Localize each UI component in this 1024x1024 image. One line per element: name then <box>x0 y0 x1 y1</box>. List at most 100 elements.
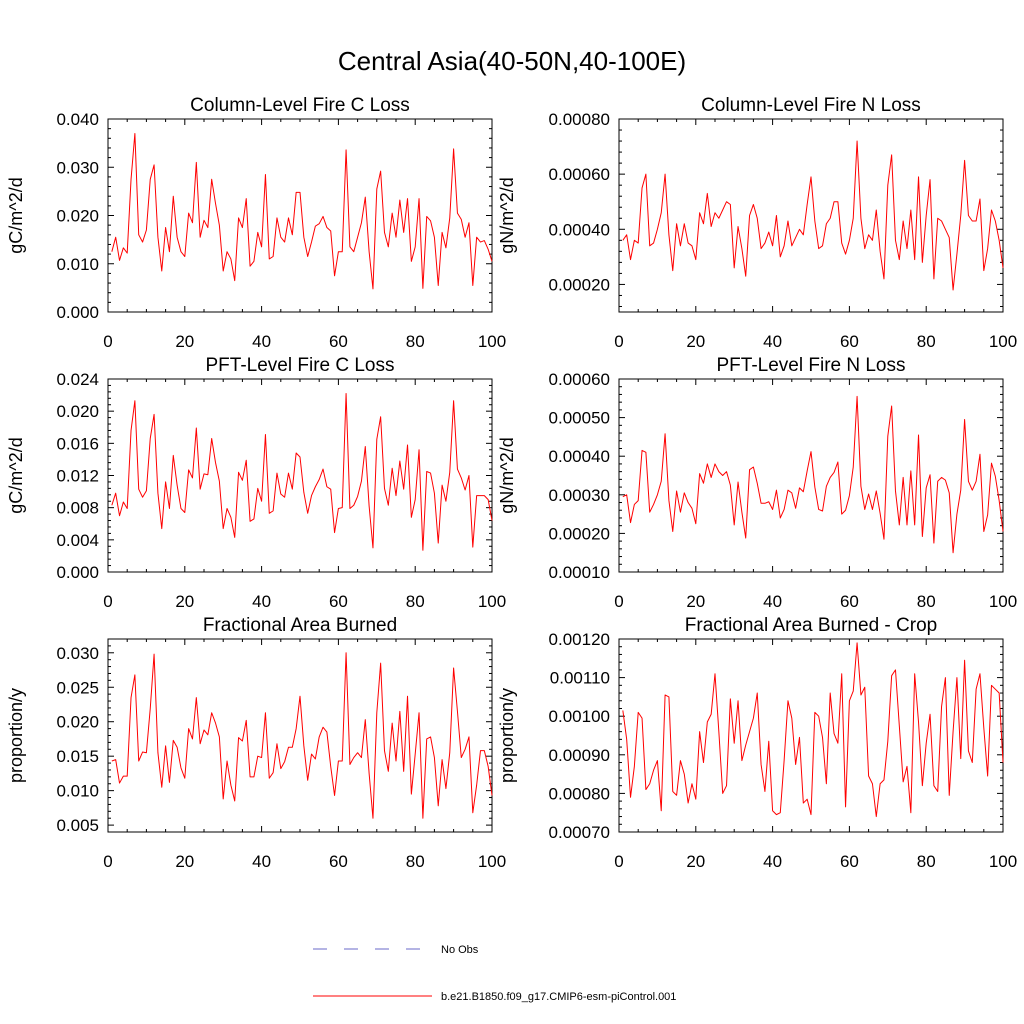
panel-5: 0 20 40 60 80 100 0.005 0.010 0.015 0.020 0.025 0.0… <box>6 615 506 871</box>
y-tick-label: 0.012 <box>56 467 99 486</box>
x-tick-label: 80 <box>406 852 425 871</box>
x-tick-label: 100 <box>478 852 506 871</box>
series-line <box>622 395 1004 554</box>
y-axis-label: gC/m^2/d <box>6 177 26 253</box>
x-tick-label: 40 <box>763 592 782 611</box>
panel-title: Column-Level Fire N Loss <box>701 95 921 116</box>
y-tick-label: 0.00050 <box>549 409 610 428</box>
series-line <box>111 392 493 551</box>
panel-title: Column-Level Fire C Loss <box>190 95 410 116</box>
x-tick-label: 0 <box>614 332 623 351</box>
x-tick-label: 100 <box>478 332 506 351</box>
y-axis-label: gC/m^2/d <box>6 437 26 513</box>
x-tick-label: 100 <box>478 592 506 611</box>
y-tick-label: 0.008 <box>56 499 99 518</box>
x-tick-label: 100 <box>989 592 1017 611</box>
y-axis-label: proportion/y <box>497 688 517 783</box>
y-tick-label: 0.00040 <box>549 220 610 239</box>
y-axis-label: gN/m^2/d <box>497 177 517 253</box>
series-line <box>111 652 493 819</box>
panel-title: Fractional Area Burned - Crop <box>685 615 937 636</box>
panel-title: PFT-Level Fire N Loss <box>717 355 906 376</box>
y-tick-label: 0.020 <box>56 713 99 732</box>
y-tick-label: 0.015 <box>56 747 99 766</box>
x-tick-label: 0 <box>614 592 623 611</box>
panel-3: 0 20 40 60 80 100 0.000 0.004 0.008 0.012 0.016 0.0… <box>6 355 506 611</box>
x-tick-label: 60 <box>329 592 348 611</box>
y-tick-label: 0.00020 <box>549 275 610 294</box>
y-tick-label: 0.004 <box>56 531 99 550</box>
x-tick-label: 40 <box>763 852 782 871</box>
y-tick-label: 0.040 <box>56 110 99 129</box>
x-tick-label: 40 <box>252 332 271 351</box>
y-tick-label: 0.00080 <box>549 784 610 803</box>
x-tick-label: 20 <box>686 852 705 871</box>
y-tick-label: 0.016 <box>56 434 99 453</box>
x-tick-label: 60 <box>840 332 859 351</box>
x-tick-label: 20 <box>686 592 705 611</box>
y-tick-label: 0.00010 <box>549 563 610 582</box>
x-tick-label: 80 <box>917 852 936 871</box>
y-tick-label: 0.00070 <box>549 823 610 842</box>
panel-title: Fractional Area Burned <box>203 615 397 636</box>
x-tick-label: 60 <box>329 332 348 351</box>
y-tick-label: 0.000 <box>56 303 99 322</box>
x-tick-label: 20 <box>175 332 194 351</box>
y-tick-label: 0.010 <box>56 255 99 274</box>
y-tick-label: 0.00100 <box>549 707 610 726</box>
x-tick-label: 0 <box>103 592 112 611</box>
legend-model-label: b.e21.B1850.f09_g17.CMIP6-esm-piControl.… <box>441 991 676 1003</box>
panels: 0 20 40 60 80 100 0.000 0.010 0.020 0.030 0.040 Col… <box>6 95 1017 871</box>
y-tick-label: 0.005 <box>56 816 99 835</box>
x-tick-label: 80 <box>406 332 425 351</box>
y-tick-label: 0.00030 <box>549 486 610 505</box>
x-tick-label: 20 <box>175 592 194 611</box>
y-tick-label: 0.030 <box>56 158 99 177</box>
y-axis-label: gN/m^2/d <box>497 437 517 513</box>
y-tick-label: 0.00020 <box>549 524 610 543</box>
x-tick-label: 100 <box>989 332 1017 351</box>
y-tick-label: 0.00120 <box>549 630 610 649</box>
y-tick-label: 0.025 <box>56 678 99 697</box>
x-tick-label: 0 <box>103 852 112 871</box>
panel-title: PFT-Level Fire C Loss <box>206 355 395 376</box>
x-tick-label: 60 <box>840 852 859 871</box>
panel-4: 0 20 40 60 80 100 0.00010 0.00020 0.00030 0.00040… <box>497 355 1017 611</box>
panel-6: 0 20 40 60 80 100 0.00070 0.00080 0.00090 0.00100… <box>497 615 1017 871</box>
panel-2: 0 20 40 60 80 100 0.00020 0.00040 0.00060 0.00080… <box>497 95 1017 351</box>
legend-no-obs-label: No Obs <box>441 944 479 956</box>
x-tick-label: 20 <box>175 852 194 871</box>
x-tick-label: 60 <box>840 592 859 611</box>
x-tick-label: 40 <box>252 592 271 611</box>
series-line <box>622 140 1004 291</box>
series-line <box>111 132 493 290</box>
y-tick-label: 0.00090 <box>549 746 610 765</box>
figure-title: Central Asia(40-50N,40-100E) <box>338 46 686 76</box>
y-tick-label: 0.020 <box>56 207 99 226</box>
x-tick-label: 20 <box>686 332 705 351</box>
x-tick-label: 80 <box>917 332 936 351</box>
y-tick-label: 0.030 <box>56 644 99 663</box>
x-tick-label: 0 <box>614 852 623 871</box>
y-tick-label: 0.00040 <box>549 447 610 466</box>
legend: No Obs b.e21.B1850.f09_g17.CMIP6-esm-piC… <box>313 944 676 1003</box>
y-tick-label: 0.010 <box>56 782 99 801</box>
panel-1: 0 20 40 60 80 100 0.000 0.010 0.020 0.030 0.040 Col… <box>6 95 506 351</box>
x-tick-label: 100 <box>989 852 1017 871</box>
y-tick-label: 0.00060 <box>549 370 610 389</box>
x-tick-label: 60 <box>329 852 348 871</box>
x-tick-label: 40 <box>763 332 782 351</box>
y-tick-label: 0.000 <box>56 563 99 582</box>
x-tick-label: 40 <box>252 852 271 871</box>
y-tick-label: 0.020 <box>56 402 99 421</box>
x-tick-label: 80 <box>917 592 936 611</box>
x-tick-label: 0 <box>103 332 112 351</box>
series-line <box>622 642 1004 818</box>
y-tick-label: 0.024 <box>56 370 99 389</box>
y-axis-label: proportion/y <box>6 688 26 783</box>
x-tick-label: 80 <box>406 592 425 611</box>
y-tick-label: 0.00110 <box>550 669 610 688</box>
y-tick-label: 0.00060 <box>549 165 610 184</box>
